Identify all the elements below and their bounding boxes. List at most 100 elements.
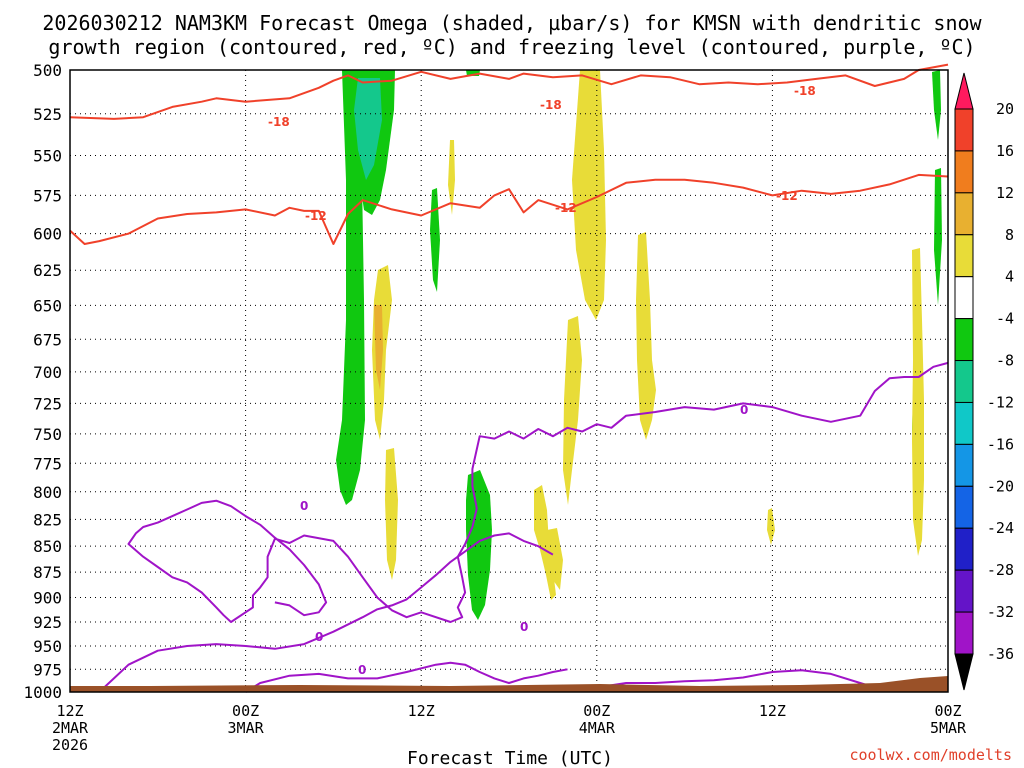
y-tick-label: 625 [33,261,62,280]
x-tick-label: 00Z [583,702,610,720]
omega-area [934,168,942,305]
freezing-level-line [127,361,949,623]
colorbar-swatch [954,234,974,278]
omega-shading [336,70,942,620]
contour-label: -12 [555,201,577,215]
x-tick-label: 5MAR [930,719,967,737]
colorbar-extend-bottom [954,653,974,691]
y-tick-label: 1000 [23,683,62,702]
y-tick-label: 700 [33,363,62,382]
colorbar-label: 8 [1005,226,1014,244]
y-tick-label: 800 [33,483,62,502]
y-tick-label: 975 [33,660,62,679]
plot-frame [69,69,949,693]
colorbar-label: -8 [996,352,1014,370]
chart-title-line1: 2026030212 NAM3KM Forecast Omega (shaded… [42,11,982,35]
colorbar-swatch [954,485,974,529]
x-axis-label: Forecast Time (UTC) [407,748,613,768]
colorbar-swatch [954,276,974,320]
contours [69,63,949,693]
omega-area [466,470,492,620]
omega-area [374,305,383,390]
contour-label: -18 [540,98,562,112]
y-tick-label: 750 [33,425,62,444]
y-tick-label: 650 [33,296,62,315]
colorbar-swatch [954,401,974,445]
y-tick-label: 925 [33,613,62,632]
y-tick-label: 775 [33,454,62,473]
omega-area [767,508,775,545]
colorbar-swatch [954,318,974,362]
omega-area [430,188,440,292]
freezing-level-line [596,669,876,689]
omega-area [547,528,563,590]
colorbar-label: -32 [987,603,1014,621]
colorbar-swatch [954,611,974,655]
contour-label: -18 [268,115,290,129]
colorbar-label: 4 [1005,268,1014,286]
x-tick-label: 12Z [56,702,83,720]
contour-label: 0 [358,663,366,677]
y-tick-label: 575 [33,186,62,205]
colorbar-swatch [954,527,974,571]
contour-label-group: -18 -18 -18 -12 -12 -12 0 0 0 0 0 [268,84,816,677]
contour-label: 0 [315,630,323,644]
omega-area [572,70,606,320]
y-tick-label: 500 [33,61,62,80]
colorbar: 20 16 12 8 4 -4 -8 -12 -16 -20 -24 -28 -32 -36 [954,72,1014,691]
colorbar-swatch [954,443,974,487]
x-tick-label: 2MAR [52,719,89,737]
contour-label: -12 [776,189,798,203]
contour-label: 0 [520,620,528,634]
colorbar-label: -16 [987,435,1014,453]
colorbar-swatch [954,360,974,403]
terrain [70,676,948,692]
omega-area [336,70,365,505]
colorbar-extend-top [954,72,974,110]
x-tick-label: 12Z [759,702,786,720]
omega-area [448,140,455,215]
colorbar-swatch [954,192,974,236]
x-tick-label: 4MAR [579,719,616,737]
colorbar-label: 16 [996,142,1014,160]
freezing-level-line [98,532,554,693]
x-tick-label: 12Z [408,702,435,720]
colorbar-label: -24 [987,519,1014,537]
y-tick-label: 950 [33,637,62,656]
y-tick-label: 525 [33,105,62,124]
dgz-contour-line [69,173,949,245]
y-tick-label: 850 [33,537,62,556]
colorbar-label: -4 [996,310,1014,328]
y-axis-ticks: 500 525 550 575 600 625 650 675 700 725 750 775 800 8… [23,61,62,702]
credit-text: coolwx.com/modelts [849,746,1012,764]
y-tick-label: 675 [33,330,62,349]
x-tick-label: 3MAR [228,719,265,737]
colorbar-swatch [954,108,974,152]
x-tick-label: 2026 [52,736,88,754]
colorbar-label: 12 [996,184,1014,202]
y-tick-label: 825 [33,510,62,529]
colorbar-label: -12 [987,393,1014,411]
colorbar-label: 20 [996,100,1014,118]
freezing-level-line [245,661,568,693]
y-tick-label: 550 [33,147,62,166]
y-tick-label: 900 [33,588,62,607]
contour-label: 0 [740,403,748,417]
chart-title-line2: growth region (contoured, red, ºC) and f… [48,35,975,59]
omega-area [534,485,556,600]
x-tick-label: 00Z [934,702,961,720]
y-tick-label: 725 [33,394,62,413]
y-tick-label: 600 [33,225,62,244]
colorbar-swatch [954,569,974,613]
y-tick-label: 875 [33,563,62,582]
colorbar-label: -20 [987,477,1014,495]
grid [70,70,948,692]
x-tick-label: 00Z [232,702,259,720]
colorbar-label: -36 [987,645,1014,663]
omega-area [354,78,382,180]
contour-label: 0 [300,499,308,513]
omega-area [385,448,398,580]
contour-label: -12 [305,209,327,223]
